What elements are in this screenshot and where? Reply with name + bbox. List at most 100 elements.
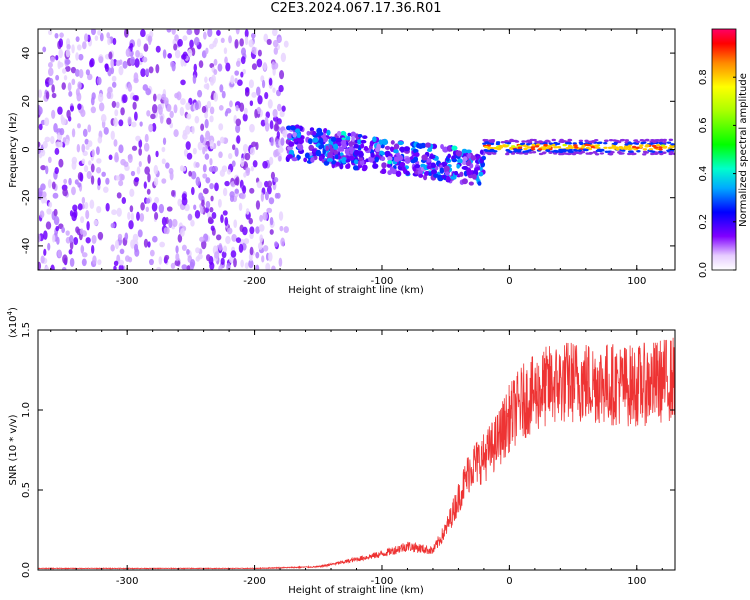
spectrogram-cell — [296, 143, 304, 150]
spectrogram-cell — [596, 141, 601, 145]
spectrogram-cell — [255, 200, 261, 210]
spectrogram-cell — [218, 265, 223, 270]
spectrogram-cell — [146, 188, 151, 195]
spectrogram-cell — [154, 212, 159, 220]
spectrogram-cell — [207, 216, 213, 224]
spectrogram-cell — [462, 156, 468, 162]
spectrogram-cell — [526, 146, 532, 149]
spectrogram-cell — [209, 115, 214, 123]
spectrogram-cell — [486, 152, 491, 155]
spectrogram-cell — [113, 265, 117, 270]
spectrogram-cell — [248, 259, 254, 269]
spectrogram-cell — [120, 107, 125, 116]
spectrogram-cell — [64, 58, 71, 65]
spectrogram-cell — [80, 109, 86, 118]
spectrogram-cell — [428, 155, 436, 159]
spectrogram-cell — [54, 167, 59, 175]
spectrogram-cell — [255, 226, 260, 234]
spectrogram-cell — [144, 166, 150, 175]
spectrogram-cell — [346, 162, 351, 169]
spectrogram-cell — [635, 146, 640, 150]
spectrogram-cell — [44, 136, 51, 143]
spectrogram-cell — [139, 212, 145, 222]
spectrogram-cell — [264, 191, 269, 201]
spectrogram-cell — [216, 29, 221, 36]
spectrogram-cell — [220, 257, 225, 266]
spectrogram-cell — [249, 100, 254, 107]
spectrogram-cell — [122, 60, 128, 69]
spectrogram-cell — [204, 153, 210, 160]
spectrogram-cell — [510, 152, 516, 155]
spectrogram-cell — [255, 251, 260, 259]
spectrogram-cell — [635, 140, 641, 144]
spectrogram-cell — [204, 111, 209, 119]
spectrogram-cell — [389, 166, 394, 172]
spectrogram-cell — [219, 84, 224, 93]
spectrogram-cell — [277, 36, 282, 43]
spectrogram-cell — [369, 140, 374, 147]
spectrogram-cell — [655, 143, 661, 147]
spectrogram-cell — [274, 241, 278, 248]
spectrogram-cell — [88, 160, 92, 166]
spectrogram-cell — [72, 204, 78, 212]
spectrogram-cell — [115, 175, 120, 181]
spectrogram-cell — [85, 209, 90, 220]
spectrogram-cell — [574, 146, 579, 149]
spectrogram-cell — [618, 145, 623, 149]
spectrogram-cell — [623, 147, 629, 150]
spectrogram-cell — [142, 56, 148, 63]
spectrogram-cell — [639, 144, 644, 147]
spectrogram-cell — [484, 145, 489, 149]
spectrogram-cell — [353, 149, 360, 156]
spectrogram-cell — [273, 47, 278, 55]
spectrogram-cell — [117, 233, 123, 241]
spectrogram-cell — [93, 219, 98, 226]
spectrogram-cell — [64, 65, 71, 72]
spectrogram-cell — [466, 171, 472, 176]
spectrogram-cell — [624, 139, 630, 142]
spectrogram-cell — [67, 82, 72, 92]
spectrogram-cell — [565, 147, 570, 150]
spectrogram-cell — [479, 166, 483, 172]
spectrogram-cell — [291, 157, 298, 162]
spectrogram-cell — [198, 60, 204, 69]
spectrogram-cell — [132, 94, 139, 101]
spectrogram-cell — [50, 264, 55, 270]
spectrogram-cell — [118, 259, 125, 266]
spectrogram-cell — [268, 197, 275, 205]
snr-x-ticks: -300 -200 -100 0 100 — [50, 330, 663, 587]
spectrogram-cell — [304, 152, 310, 159]
spectrogram-cell — [504, 140, 509, 143]
spectrogram-cell — [465, 161, 471, 167]
spectrogram-cell — [387, 156, 393, 162]
spectrogram-cell — [229, 100, 233, 108]
spectrogram-cell — [249, 226, 255, 235]
snr-x-axis-label: Height of straight line (km) — [288, 585, 424, 596]
snr-panel: -300 -200 -100 0 100 0.0 0.5 1.0 1.5 Height of … — [6, 307, 676, 596]
spectrogram-cell — [106, 91, 112, 100]
spectrogram-cell — [228, 153, 233, 160]
y-tick-label: 0 — [21, 146, 32, 152]
spectrogram-cell — [257, 49, 262, 57]
spectrogram-cell — [187, 48, 193, 58]
spectrogram-cell — [249, 246, 254, 256]
spectrogram-cell — [76, 144, 81, 153]
spectrogram-cell — [101, 171, 106, 177]
spectrogram-cell — [107, 37, 111, 46]
spectrogram-cell — [524, 140, 530, 143]
spectrogram-cell — [358, 151, 364, 158]
spectrogram-cell — [197, 89, 203, 98]
spectrogram-cell — [190, 171, 197, 180]
spectrogram-cell — [414, 152, 420, 157]
spectrogram-cell — [584, 148, 589, 152]
spectrogram-cell — [479, 158, 484, 164]
spectrogram-cell — [81, 252, 88, 258]
spectrogram-cell — [653, 139, 659, 142]
spectrogram-cell — [517, 144, 522, 148]
spectrogram-cell — [577, 149, 582, 152]
spectrogram-cell — [127, 116, 132, 125]
spectrogram-cell — [180, 227, 185, 237]
spectrogram-cell — [240, 259, 244, 268]
spectrogram-cell — [279, 225, 284, 232]
spectrogram-cell — [486, 142, 491, 145]
